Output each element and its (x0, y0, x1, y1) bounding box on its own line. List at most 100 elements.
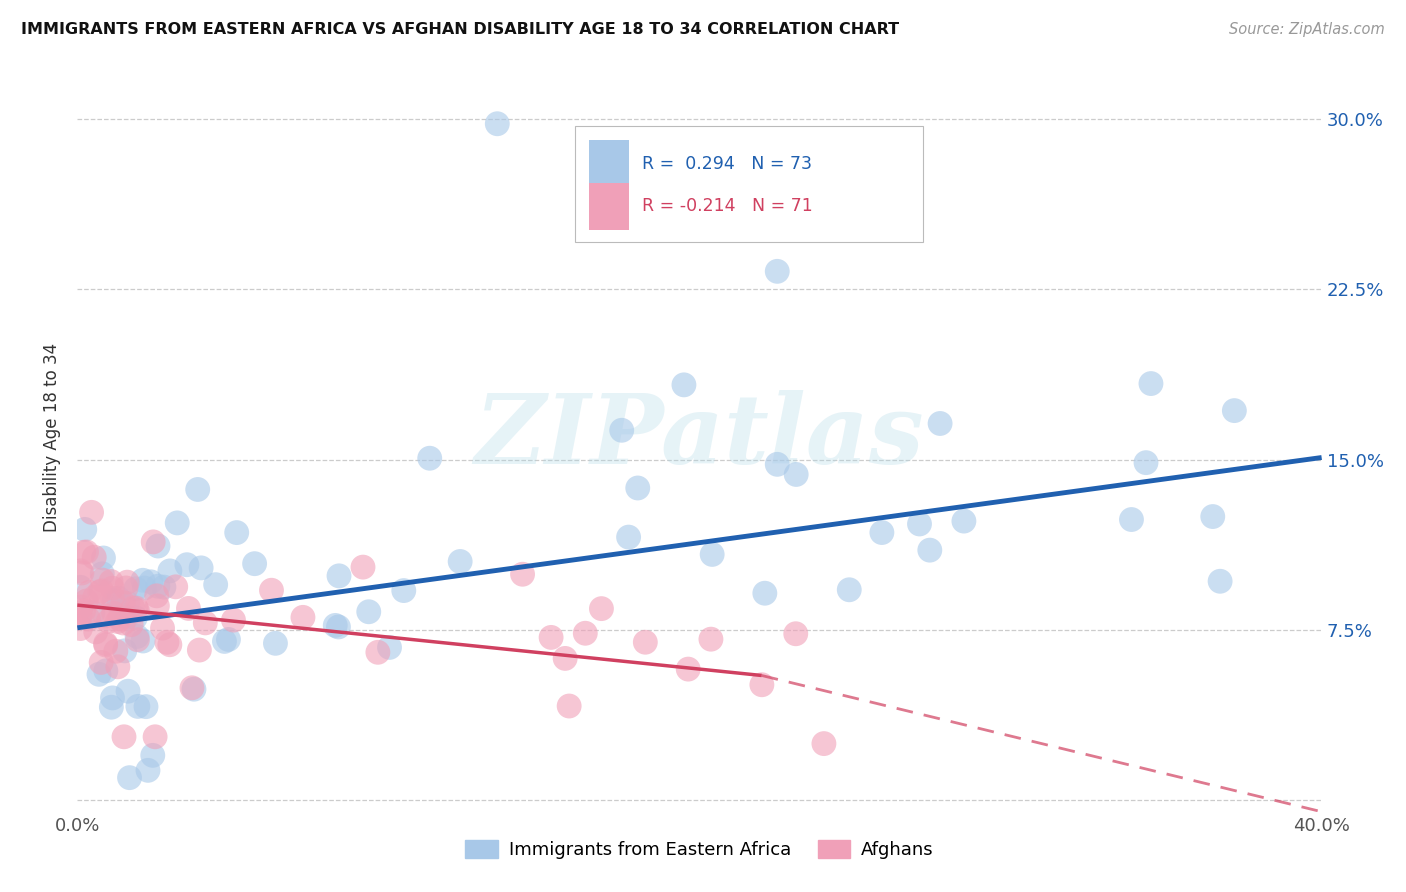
Point (69, 622, 91, 636)
Point (918, 543, 941, 558)
FancyBboxPatch shape (589, 140, 628, 186)
Point (217, 632, 239, 647)
Point (103, 593, 125, 607)
Point (181, 681, 204, 695)
Point (194, 615, 217, 630)
Point (143, 730, 166, 744)
Point (104, 644, 127, 658)
Point (672, 377, 695, 392)
Point (120, 617, 142, 632)
Legend: Immigrants from Eastern Africa, Afghans: Immigrants from Eastern Africa, Afghans (458, 832, 941, 866)
Point (115, 575, 138, 590)
Point (91, 566, 114, 581)
Point (121, 601, 143, 615)
Point (766, 264, 789, 278)
Point (591, 601, 613, 615)
Point (929, 417, 952, 431)
Point (540, 631, 562, 645)
Point (90, 656, 112, 670)
Point (190, 561, 212, 575)
Point (152, 621, 174, 635)
Point (222, 613, 245, 627)
Point (766, 458, 789, 472)
Point (165, 580, 187, 594)
Point (101, 591, 124, 606)
Point (367, 645, 389, 659)
Point (125, 629, 148, 643)
Point (135, 699, 157, 714)
Point (107, 591, 129, 606)
Point (91, 573, 114, 587)
Point (1223, 403, 1246, 417)
Point (125, 582, 148, 596)
Point (1341, 521, 1364, 535)
Point (118, 771, 141, 785)
Point (100, 700, 122, 714)
Point (84, 624, 107, 639)
Point (107, 660, 129, 674)
Point (156, 635, 179, 649)
Point (785, 467, 807, 482)
Point (127, 699, 149, 714)
Point (90, 583, 112, 598)
Text: IMMIGRANTS FROM EASTERN AFRICA VS AFGHAN DISABILITY AGE 18 TO 34 CORRELATION CHA: IMMIGRANTS FROM EASTERN AFRICA VS AFGHAN… (21, 22, 900, 37)
Point (83, 550, 105, 565)
Point (260, 583, 283, 598)
Point (1209, 574, 1232, 589)
Point (124, 610, 146, 624)
Point (94, 638, 117, 652)
Point (813, 737, 835, 751)
Point (108, 612, 131, 626)
Point (214, 634, 236, 648)
FancyBboxPatch shape (575, 126, 924, 243)
Point (142, 535, 165, 549)
Point (486, 117, 509, 131)
Point (634, 635, 657, 649)
Point (177, 601, 200, 615)
Point (136, 764, 159, 778)
Point (139, 574, 162, 589)
Point (1121, 512, 1143, 526)
Text: Source: ZipAtlas.com: Source: ZipAtlas.com (1229, 22, 1385, 37)
Point (1140, 376, 1163, 391)
Point (183, 682, 205, 697)
Point (69, 609, 91, 624)
Point (69, 564, 91, 578)
Point (76, 545, 98, 559)
Point (188, 643, 211, 657)
Point (159, 564, 181, 578)
Point (70, 566, 93, 580)
Point (114, 644, 136, 658)
Point (378, 640, 401, 655)
Point (146, 539, 169, 553)
Point (187, 483, 209, 497)
Point (89, 585, 111, 599)
Point (70, 599, 93, 614)
Point (83, 591, 105, 605)
Point (127, 632, 149, 647)
Point (1202, 509, 1225, 524)
Point (142, 748, 165, 763)
Point (419, 451, 441, 466)
Point (554, 651, 576, 665)
Point (115, 581, 138, 595)
Point (117, 596, 139, 610)
Point (291, 610, 314, 624)
Point (617, 530, 640, 544)
Point (132, 634, 155, 648)
Point (73, 604, 96, 618)
Text: ZIPatlas: ZIPatlas (475, 390, 924, 484)
Point (127, 603, 149, 617)
Point (264, 636, 287, 650)
Point (323, 618, 346, 632)
FancyBboxPatch shape (589, 183, 628, 229)
Point (953, 514, 976, 528)
Point (908, 516, 931, 531)
Point (225, 525, 247, 540)
Point (352, 560, 374, 574)
Point (204, 577, 226, 591)
Point (145, 589, 167, 603)
Point (73, 522, 96, 536)
Point (153, 580, 176, 594)
Point (73, 545, 96, 559)
